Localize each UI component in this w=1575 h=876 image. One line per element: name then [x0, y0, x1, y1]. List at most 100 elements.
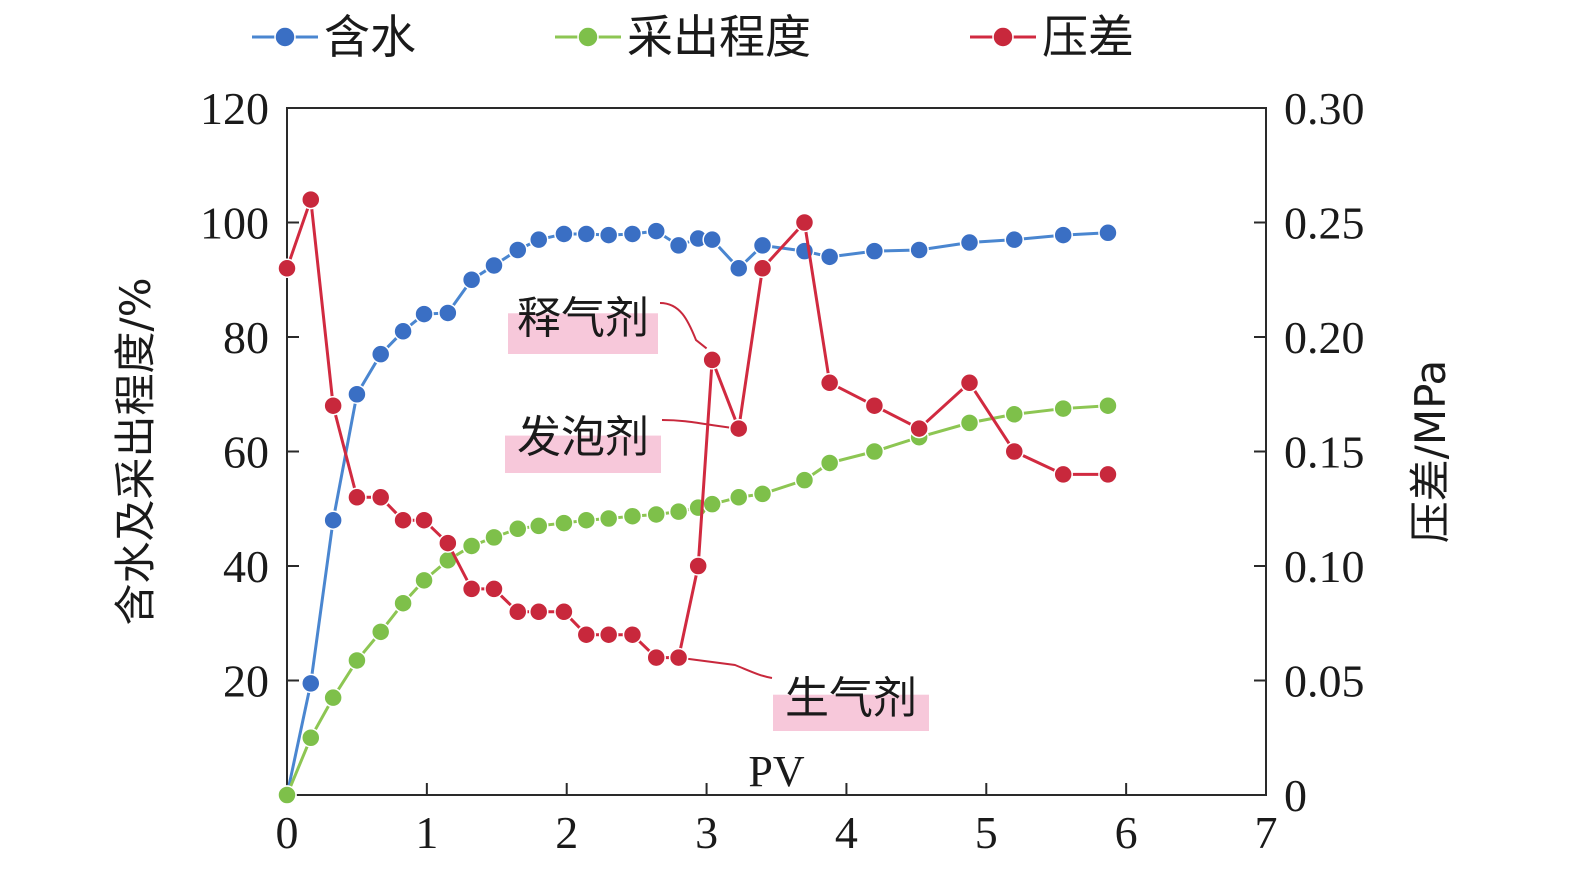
series-3-point [1098, 464, 1118, 485]
annotation-highlight [773, 694, 929, 731]
series-2-point [794, 470, 815, 490]
series-1-point [864, 241, 885, 261]
x-tick-label: 1 [415, 807, 438, 858]
annotation-label: 生气剂 [785, 673, 917, 724]
series-1-point [622, 224, 643, 244]
series-1-point [323, 510, 343, 530]
series-2-point [864, 441, 885, 462]
series-3-point [1053, 464, 1073, 485]
annotation-leader-line [678, 656, 773, 679]
series-3-point [688, 556, 708, 576]
series-1-point [461, 270, 482, 290]
series-1-point [1098, 223, 1118, 243]
annotation-highlight [505, 435, 661, 473]
series-2-point [554, 513, 574, 533]
series-1-point [508, 240, 528, 260]
y-right-tick-label: 0.20 [1284, 312, 1365, 363]
series-2-point [301, 728, 321, 748]
legend-label-3: 压差 [1042, 10, 1134, 64]
series-3-point [702, 350, 722, 370]
series-1-point [347, 384, 367, 404]
series-2-point [1098, 395, 1118, 416]
y-right-tick-label: 0.30 [1284, 83, 1365, 134]
series-3-point [668, 647, 689, 668]
y-right-tick-label: 0.05 [1284, 656, 1365, 707]
y-left-tick-label: 40 [223, 541, 269, 592]
series-1-point [414, 304, 434, 324]
y-left-axis-title: 含水及采出程度/% [111, 277, 160, 625]
series-3-point [909, 418, 929, 439]
series-2-point [702, 494, 722, 514]
series-3-point [864, 395, 885, 416]
axes: 0 1 2 3 4 5 6 7 20 40 60 80 100 120 0 0.05 0.10 0.15 0.20 0… [111, 83, 1455, 858]
series-3-point [347, 487, 367, 508]
series-1-point [554, 224, 574, 244]
legend-label-1: 含水 [324, 10, 416, 64]
series-1-point [576, 224, 597, 244]
y-left-tick-label: 100 [200, 198, 269, 249]
series-3-point [598, 624, 619, 645]
series-2-point [622, 506, 643, 526]
series-2-point [347, 650, 367, 671]
series-2-point [819, 453, 840, 473]
series-1-point [728, 258, 749, 279]
y-left-tick-label: 20 [223, 656, 269, 707]
series-1-point [598, 225, 619, 245]
series-1-point [702, 229, 722, 250]
x-tick-label: 2 [555, 807, 578, 858]
series-line-3 [285, 199, 1108, 660]
legend-marker-2 [577, 26, 599, 48]
series-3-point [794, 212, 815, 233]
series-group [277, 189, 1118, 805]
series-3-point [1004, 441, 1025, 462]
series-3-point [752, 258, 773, 279]
annotation-highlight [508, 313, 658, 354]
series-3-point [393, 510, 413, 530]
x-axis-title: PV [748, 747, 804, 796]
x-tick-label: 4 [835, 807, 858, 858]
series-1-point [301, 673, 321, 694]
y-left-tick-label: 80 [223, 312, 269, 363]
series-3-point [528, 602, 549, 622]
series-1-point [668, 235, 689, 256]
series-1-point [959, 232, 980, 253]
y-left-tick-label: 60 [223, 427, 269, 478]
y-right-axis-title: 压差/MPa [1406, 360, 1455, 544]
series-3-point [484, 579, 504, 599]
series-2-point [393, 593, 413, 613]
series-1-point [393, 321, 413, 342]
series-2-point [959, 413, 980, 433]
y-right-tick-label: 0.25 [1284, 198, 1365, 249]
series-3-point [554, 602, 574, 622]
x-tick-label: 0 [276, 807, 299, 858]
series-2-point [528, 516, 549, 536]
series-3-point [819, 373, 840, 393]
series-2-point [1053, 398, 1073, 419]
series-3-point [622, 624, 643, 645]
series-2-point [598, 508, 619, 529]
x-tick-label: 7 [1255, 807, 1278, 858]
series-1-point [1004, 229, 1025, 250]
series-1-point [752, 235, 773, 256]
series-1-point [370, 344, 391, 364]
series-3-point [461, 579, 482, 599]
series-2-point [1004, 404, 1025, 425]
annotation-leader-line [661, 419, 739, 430]
series-2-point [370, 622, 391, 642]
y-right-tick-label: 0.15 [1284, 427, 1365, 478]
x-tick-label: 3 [695, 807, 718, 858]
series-2-point [508, 519, 528, 539]
x-tick-label: 6 [1115, 807, 1138, 858]
series-2-point [668, 501, 689, 522]
series-3-point [438, 533, 458, 553]
series-3-point [508, 602, 528, 622]
series-3-point [646, 647, 666, 668]
series-1-point [484, 255, 504, 276]
series-3-point [414, 510, 434, 530]
plot-frame [286, 107, 1267, 796]
series-3-point [301, 189, 321, 210]
series-3-point [959, 373, 980, 393]
series-1-point [438, 303, 458, 323]
